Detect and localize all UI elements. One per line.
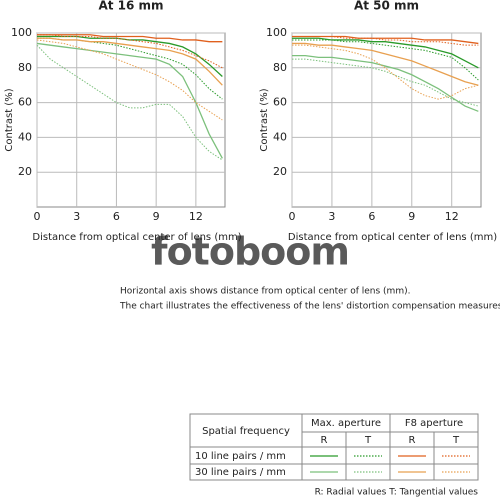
y-tick-label: 40	[18, 130, 32, 143]
y-tick-label: 20	[273, 165, 287, 178]
chart-title: At 50 mm	[354, 0, 419, 13]
y-axis-label: Contrast (%)	[4, 88, 15, 151]
footnote: R: Radial values T: Tangential values	[315, 488, 479, 498]
x-tick-label: 0	[289, 210, 296, 223]
mtf-line	[292, 42, 479, 86]
watermark: fotoboom	[151, 230, 349, 274]
y-tick-label: 80	[18, 61, 32, 74]
mtf-line	[292, 44, 479, 100]
mtf-line	[37, 35, 223, 77]
mtf-line	[292, 37, 479, 69]
x-tick-label: 3	[328, 210, 335, 223]
mtf-line	[36, 44, 223, 161]
legend-header: Spatial frequency	[202, 426, 290, 437]
chart-title: At 16 mm	[98, 0, 163, 13]
x-tick-label: 6	[368, 210, 375, 223]
mtf-line	[292, 58, 479, 107]
legend-row: 10 line pairs / mm	[195, 451, 286, 462]
x-tick-label: 12	[445, 210, 459, 223]
x-tick-label: 12	[189, 210, 203, 223]
legend-subcolumn: T	[452, 435, 460, 446]
legend-subcolumn: R	[409, 435, 416, 446]
y-tick-label: 100	[266, 26, 287, 39]
mtf-line	[36, 39, 223, 121]
y-tick-label: 20	[18, 165, 32, 178]
legend-subcolumn: T	[364, 435, 372, 446]
y-tick-label: 80	[273, 61, 287, 74]
legend-column: Max. aperture	[311, 418, 381, 429]
x-tick-label: 6	[113, 210, 120, 223]
mtf-line	[37, 34, 223, 43]
legend-column: F8 aperture	[405, 418, 463, 429]
x-tick-label: 3	[73, 210, 80, 223]
x-tick-label: 9	[153, 210, 160, 223]
legend-subcolumn: R	[321, 435, 328, 446]
y-tick-label: 60	[273, 96, 287, 109]
y-tick-label: 40	[273, 130, 287, 143]
mtf-line	[292, 39, 479, 81]
mtf-line	[37, 34, 223, 69]
mtf-line	[292, 54, 479, 112]
note: The chart illustrates the effectiveness …	[119, 302, 500, 312]
y-tick-label: 100	[11, 26, 32, 39]
x-axis-label: Distance from optical center of lens (mm…	[32, 232, 241, 243]
x-tick-label: 0	[34, 210, 41, 223]
mtf-line	[292, 35, 479, 46]
x-tick-label: 9	[408, 210, 415, 223]
y-tick-label: 60	[18, 96, 32, 109]
y-axis-label: Contrast (%)	[259, 88, 270, 151]
note: Horizontal axis shows distance from opti…	[120, 287, 410, 297]
legend-table	[189, 413, 479, 481]
x-axis-label: Distance from optical center of lens (mm…	[288, 232, 497, 243]
mtf-line	[37, 37, 223, 86]
plot-area	[291, 32, 482, 208]
mtf-line	[36, 42, 223, 159]
legend-row: 30 line pairs / mm	[195, 467, 286, 478]
